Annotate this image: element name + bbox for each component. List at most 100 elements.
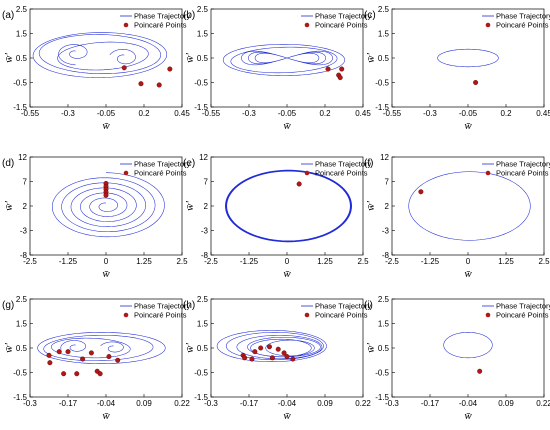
panel-label: (a) [2, 10, 14, 21]
legend-trajectory-label: Phase Trajectory [315, 160, 372, 169]
y-tick-label: 12 [199, 153, 208, 162]
x-tick-label: -0.3 [423, 109, 437, 118]
y-tick-label: -0.5 [375, 369, 389, 378]
poincare-point [477, 368, 483, 374]
legend-trajectory-label: Phase Trajectory [134, 302, 191, 311]
poincare-point [418, 189, 424, 195]
x-tick-label: -0.3 [23, 399, 37, 408]
y-tick-label: 1.5 [16, 320, 28, 329]
y-tick-label: 1.5 [197, 30, 209, 39]
y-tick-label: 2.5 [378, 295, 390, 304]
x-tick-label: 2.5 [176, 257, 188, 266]
legend-points-label: Poincaré Points [315, 311, 368, 320]
x-tick-label: 0.09 [136, 399, 152, 408]
phase-trajectory-line [437, 48, 499, 68]
panel-h: (h) -0.3 -0.17 -0.04 0.09 0.22 2.5 1.5 0.5 -0.5 -1… [183, 295, 372, 422]
y-tick-label: 2.5 [197, 5, 209, 14]
x-axis-label: w̄ [464, 268, 472, 280]
poincare-point [46, 352, 52, 358]
y-tick-label: 1.5 [16, 30, 28, 39]
x-tick-label: -2.5 [385, 257, 399, 266]
x-axis-label: w̄ [283, 120, 291, 132]
x-tick-label: -0.55 [383, 109, 402, 118]
poincare-point [258, 345, 264, 351]
poincare-point [121, 65, 127, 71]
panel-label: (d) [2, 158, 14, 169]
x-tick-label: -0.05 [459, 109, 478, 118]
legend-trajectory-label: Phase Trajectory [134, 160, 191, 169]
x-tick-label: 0.22 [355, 399, 371, 408]
legend-points-label: Poincaré Points [496, 311, 549, 320]
y-axis-label: w̄' [365, 343, 377, 353]
x-tick-label: 0.2 [319, 109, 331, 118]
x-tick-label: -0.04 [278, 399, 297, 408]
panel-b: (b) -0.55 -0.3 -0.05 0.2 0.45 2.5 1.5 0.5 -0.5 -1.… [183, 5, 372, 132]
y-tick-label: 7 [23, 178, 28, 187]
y-tick-label: -1.5 [13, 393, 27, 402]
x-tick-label: -0.04 [459, 399, 478, 408]
poincare-point [252, 349, 258, 355]
poincare-point [65, 349, 71, 355]
x-tick-label: -0.05 [97, 109, 116, 118]
y-tick-label: 2 [385, 202, 390, 211]
x-tick-label: 0.45 [536, 109, 550, 118]
y-tick-label: -3 [382, 227, 390, 236]
panel-label: (c) [364, 10, 376, 21]
phase-trajectory-line [51, 172, 165, 238]
x-tick-label: 1.25 [136, 257, 152, 266]
y-tick-label: 12 [380, 153, 389, 162]
poincare-point [156, 82, 162, 88]
panel-label: (f) [364, 158, 373, 169]
poincare-point [339, 66, 345, 72]
x-tick-label: -0.55 [21, 109, 40, 118]
phase-trajectory-line [37, 332, 166, 364]
poincare-point [167, 66, 173, 72]
y-tick-label: -1.5 [13, 103, 27, 112]
y-tick-label: 2.5 [16, 5, 28, 14]
y-axis-label: w̄' [184, 53, 196, 63]
poincare-point [97, 371, 103, 377]
y-axis-label: w̄' [3, 201, 15, 211]
poincare-point [103, 192, 109, 198]
poincare-point [473, 79, 479, 85]
y-tick-label: -0.5 [13, 369, 27, 378]
panel-label: (b) [183, 10, 195, 21]
legend-point-swatch [123, 170, 129, 176]
x-axis-label: w̄ [464, 410, 472, 422]
y-tick-label: 2 [23, 202, 28, 211]
y-tick-label: 1.5 [378, 320, 390, 329]
x-tick-label: 1.25 [498, 257, 514, 266]
phase-trajectory-line [225, 169, 352, 243]
y-axis-label: w̄' [3, 343, 15, 353]
poincare-point [61, 371, 67, 377]
y-tick-label: -8 [382, 251, 390, 260]
x-tick-label: -2.5 [204, 257, 218, 266]
panel-label: (e) [183, 158, 195, 169]
y-tick-label: 0.5 [16, 344, 28, 353]
y-axis-label: w̄' [3, 53, 15, 63]
y-tick-label: 2.5 [197, 295, 209, 304]
legend-points-label: Poincaré Points [496, 169, 549, 178]
panel-i: (i) -0.3 -0.17 -0.04 0.09 0.22 2.5 1.5 0.5 -0.5 -1… [364, 295, 550, 422]
panel-g: (g) -0.3 -0.17 -0.04 0.09 0.22 2.5 1.5 0.5 -0.5 -1… [2, 295, 191, 422]
x-tick-label: 0.22 [174, 399, 190, 408]
poincare-point [106, 354, 112, 360]
x-tick-label: 0.2 [138, 109, 150, 118]
poincare-point [266, 344, 272, 350]
legend-point-swatch [485, 170, 491, 176]
legend-point-swatch [304, 22, 310, 28]
y-tick-label: 2 [204, 202, 209, 211]
legend-trajectory-label: Phase Trajectory [496, 160, 550, 169]
legend-points-label: Poincaré Points [315, 169, 368, 178]
y-tick-label: -1.5 [375, 393, 389, 402]
x-tick-label: -0.3 [204, 399, 218, 408]
poincare-point [242, 355, 248, 361]
x-tick-label: 0 [285, 257, 290, 266]
poincare-point [138, 81, 144, 87]
x-tick-label: -0.04 [97, 399, 116, 408]
poincare-point [47, 360, 53, 366]
phase-trajectory-line [222, 44, 346, 76]
x-tick-label: -0.17 [59, 399, 78, 408]
panel-label: (g) [2, 300, 14, 311]
y-tick-label: -3 [20, 227, 28, 236]
